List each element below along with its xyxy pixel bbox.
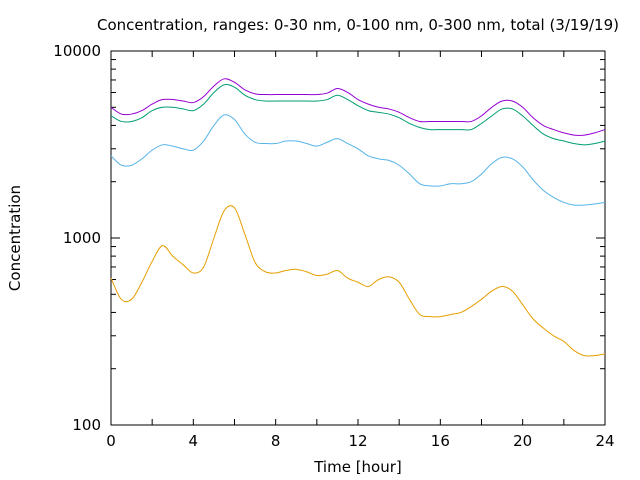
y-tick-label: 10000: [53, 42, 101, 60]
y-tick-label: 100: [72, 416, 101, 434]
series-line-4: [110, 78, 606, 136]
x-tick-label: 8: [271, 432, 281, 450]
tick-labels: 0 4 8 12 16 20 24 100 1000 10000: [53, 42, 614, 450]
series-line-1: [110, 205, 606, 357]
x-axis-label: Time [hour]: [313, 458, 402, 476]
series-line-2: [110, 114, 606, 206]
series-line-3: [110, 84, 606, 146]
x-tick-label: 12: [348, 432, 367, 450]
x-tick-label: 24: [595, 432, 614, 450]
y-tick-label: 1000: [63, 229, 101, 247]
x-tick-label: 16: [431, 432, 450, 450]
axis-ticks: [110, 50, 606, 426]
series-lines: [110, 78, 606, 357]
x-tick-label: 0: [106, 432, 116, 450]
y-axis-label: Concentration: [6, 185, 24, 291]
plot-frame: [110, 50, 606, 426]
x-tick-label: 4: [189, 432, 199, 450]
x-tick-label: 20: [513, 432, 532, 450]
chart-title: Concentration, ranges: 0-30 nm, 0-100 nm…: [97, 16, 619, 34]
